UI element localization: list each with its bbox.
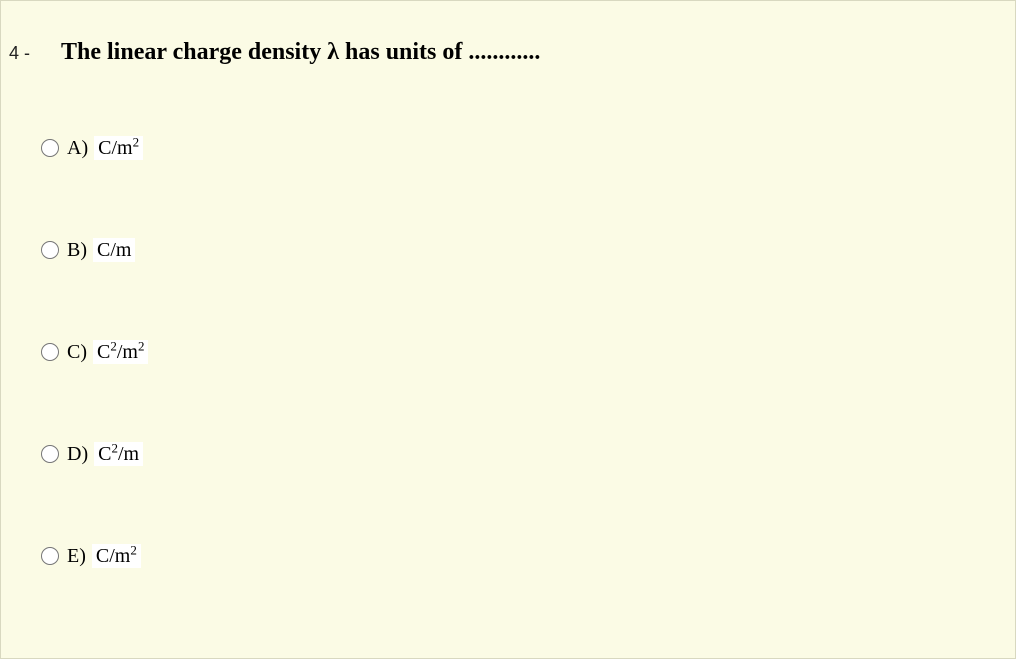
option-e-letter: E) — [67, 545, 86, 568]
option-d-text: C2/m — [94, 442, 143, 466]
option-d-radio[interactable] — [41, 445, 59, 463]
question-text: The linear charge density λ has units of… — [61, 39, 540, 66]
option-b: B) C/m — [41, 238, 1015, 262]
option-a-letter: A) — [67, 137, 88, 160]
option-b-radio[interactable] — [41, 241, 59, 259]
option-b-text: C/m — [93, 238, 135, 262]
question-number: 4 - — [1, 43, 61, 64]
option-c: C) C2/m2 — [41, 340, 1015, 364]
option-d-letter: D) — [67, 443, 88, 466]
option-c-radio[interactable] — [41, 343, 59, 361]
option-e-radio[interactable] — [41, 547, 59, 565]
question-row: 4 - The linear charge density λ has unit… — [1, 1, 1015, 66]
option-c-text: C2/m2 — [93, 340, 148, 364]
options-list: A) C/m2 B) C/m C) C2/m2 D) C2/m E) C/m2 — [41, 136, 1015, 568]
option-a: A) C/m2 — [41, 136, 1015, 160]
option-c-letter: C) — [67, 341, 87, 364]
option-e: E) C/m2 — [41, 544, 1015, 568]
option-e-text: C/m2 — [92, 544, 141, 568]
option-a-radio[interactable] — [41, 139, 59, 157]
option-b-letter: B) — [67, 239, 87, 262]
option-a-text: C/m2 — [94, 136, 143, 160]
option-d: D) C2/m — [41, 442, 1015, 466]
